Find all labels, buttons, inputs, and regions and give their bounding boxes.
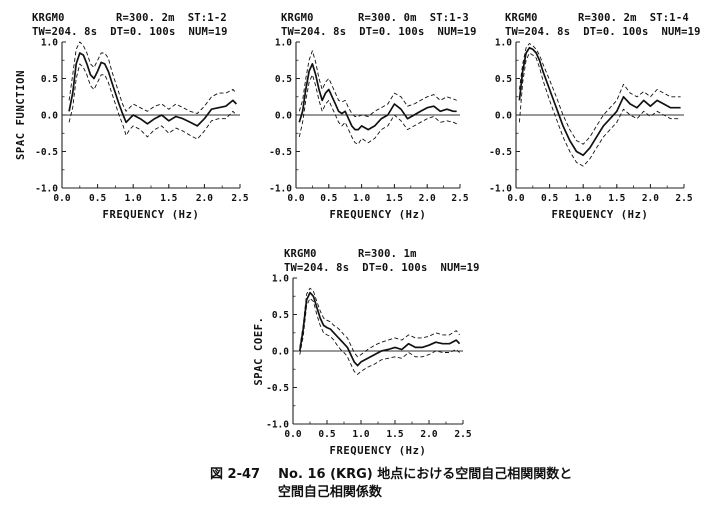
y-tick-label: 0.0 — [272, 346, 289, 357]
figure-number: 図 2-47 — [210, 467, 261, 482]
x-tick-label: 2.5 — [451, 193, 468, 204]
mean-series-line — [298, 291, 461, 367]
y-tick-label: 0.5 — [272, 310, 289, 321]
x-tick-label: 2.0 — [419, 193, 436, 204]
x-tick-label: 0.0 — [284, 429, 301, 440]
y-tick-label: 0.5 — [41, 74, 58, 85]
y-tick-label: -1.0 — [35, 183, 58, 194]
y-tick-label: 0.5 — [275, 74, 292, 85]
x-tick-label: 0.5 — [541, 193, 558, 204]
x-tick-label: 2.0 — [642, 193, 659, 204]
y-tick-label: -1.0 — [266, 419, 289, 430]
y-tick-label: -1.0 — [269, 183, 292, 194]
mean-series-line — [298, 63, 457, 131]
x-axis-label: FREQUENCY (Hz) — [330, 445, 427, 457]
chart-header-station: KRGM0 — [32, 12, 65, 24]
std-bound-dashed-line — [518, 43, 681, 145]
y-axis-label: SPAC FUNCTION — [15, 70, 27, 160]
chart-header-params: R=300. 2m ST:1-2 — [116, 12, 227, 24]
y-tick-label: -0.5 — [269, 147, 292, 158]
figure-caption: 図 2-47 No. 16 (KRG) 地点における空間自己相関関数と 空間自己… — [210, 466, 572, 502]
x-axis-label: FREQUENCY (Hz) — [552, 209, 649, 221]
x-tick-label: 0.5 — [318, 429, 335, 440]
chart-header-station: KRGM0 — [284, 248, 317, 260]
x-tick-label: 2.0 — [420, 429, 437, 440]
x-tick-label: 2.5 — [454, 429, 471, 440]
x-tick-label: 2.5 — [675, 193, 692, 204]
x-tick-label: 1.0 — [353, 193, 370, 204]
std-bound-dashed-line — [68, 41, 237, 114]
x-tick-label: 0.5 — [320, 193, 337, 204]
mean-series-line — [518, 46, 681, 157]
y-tick-label: 1.0 — [495, 37, 512, 48]
std-bound-dashed-line — [298, 50, 457, 117]
std-bound-dashed-line — [299, 297, 460, 375]
y-axis-label: SPAC COEF. — [253, 316, 265, 385]
y-tick-label: 0.0 — [275, 110, 292, 121]
x-tick-label: 1.0 — [125, 193, 142, 204]
caption-line-2: 空間自己相関係数 — [277, 485, 382, 500]
y-tick-label: 0.0 — [495, 110, 512, 121]
chart-header-window: TW=204. 8s DT=0. 100s NUM=19 — [281, 26, 477, 38]
x-tick-label: 1.0 — [352, 429, 369, 440]
x-tick-label: 1.5 — [608, 193, 625, 204]
chart-header-window: TW=204. 8s DT=0. 100s NUM=19 — [505, 26, 701, 38]
y-tick-label: -0.5 — [266, 383, 289, 394]
y-tick-label: 1.0 — [275, 37, 292, 48]
chart-header-window: TW=204. 8s DT=0. 100s NUM=19 — [284, 262, 480, 274]
x-axis-label: FREQUENCY (Hz) — [103, 209, 200, 221]
std-bound-dashed-line — [68, 63, 237, 140]
caption-line-1: No. 16 (KRG) 地点における空間自己相関関数と — [278, 467, 573, 482]
x-tick-label: 1.0 — [575, 193, 592, 204]
y-tick-label: 1.0 — [272, 273, 289, 284]
chart-header-params: R=300. 1m — [358, 248, 417, 260]
x-tick-label: 0.5 — [89, 193, 106, 204]
y-tick-label: 0.5 — [495, 74, 512, 85]
x-tick-label: 1.5 — [386, 193, 403, 204]
mean-series-line — [68, 52, 238, 127]
y-tick-label: -1.0 — [489, 183, 512, 194]
y-tick-label: -0.5 — [35, 147, 58, 158]
std-bound-dashed-line — [299, 287, 460, 358]
x-tick-label: 2.0 — [196, 193, 213, 204]
chart-header-window: TW=204. 8s DT=0. 100s NUM=19 — [32, 26, 228, 38]
chart-header-params: R=300. 2m ST:1-4 — [578, 12, 689, 24]
x-tick-label: 2.5 — [231, 193, 248, 204]
chart-header-params: R=300. 0m ST:1-3 — [358, 12, 469, 24]
x-axis-label: FREQUENCY (Hz) — [330, 209, 427, 221]
chart-header-station: KRGM0 — [281, 12, 314, 24]
x-tick-label: 0.0 — [507, 193, 524, 204]
std-bound-dashed-line — [518, 52, 681, 167]
y-tick-label: 0.0 — [41, 110, 58, 121]
chart-header-station: KRGM0 — [505, 12, 538, 24]
x-tick-label: 1.5 — [386, 429, 403, 440]
y-tick-label: 1.0 — [41, 37, 58, 48]
std-bound-dashed-line — [298, 74, 457, 145]
x-tick-label: 0.0 — [287, 193, 304, 204]
y-tick-label: -0.5 — [489, 147, 512, 158]
x-tick-label: 0.0 — [53, 193, 70, 204]
x-tick-label: 1.5 — [160, 193, 177, 204]
